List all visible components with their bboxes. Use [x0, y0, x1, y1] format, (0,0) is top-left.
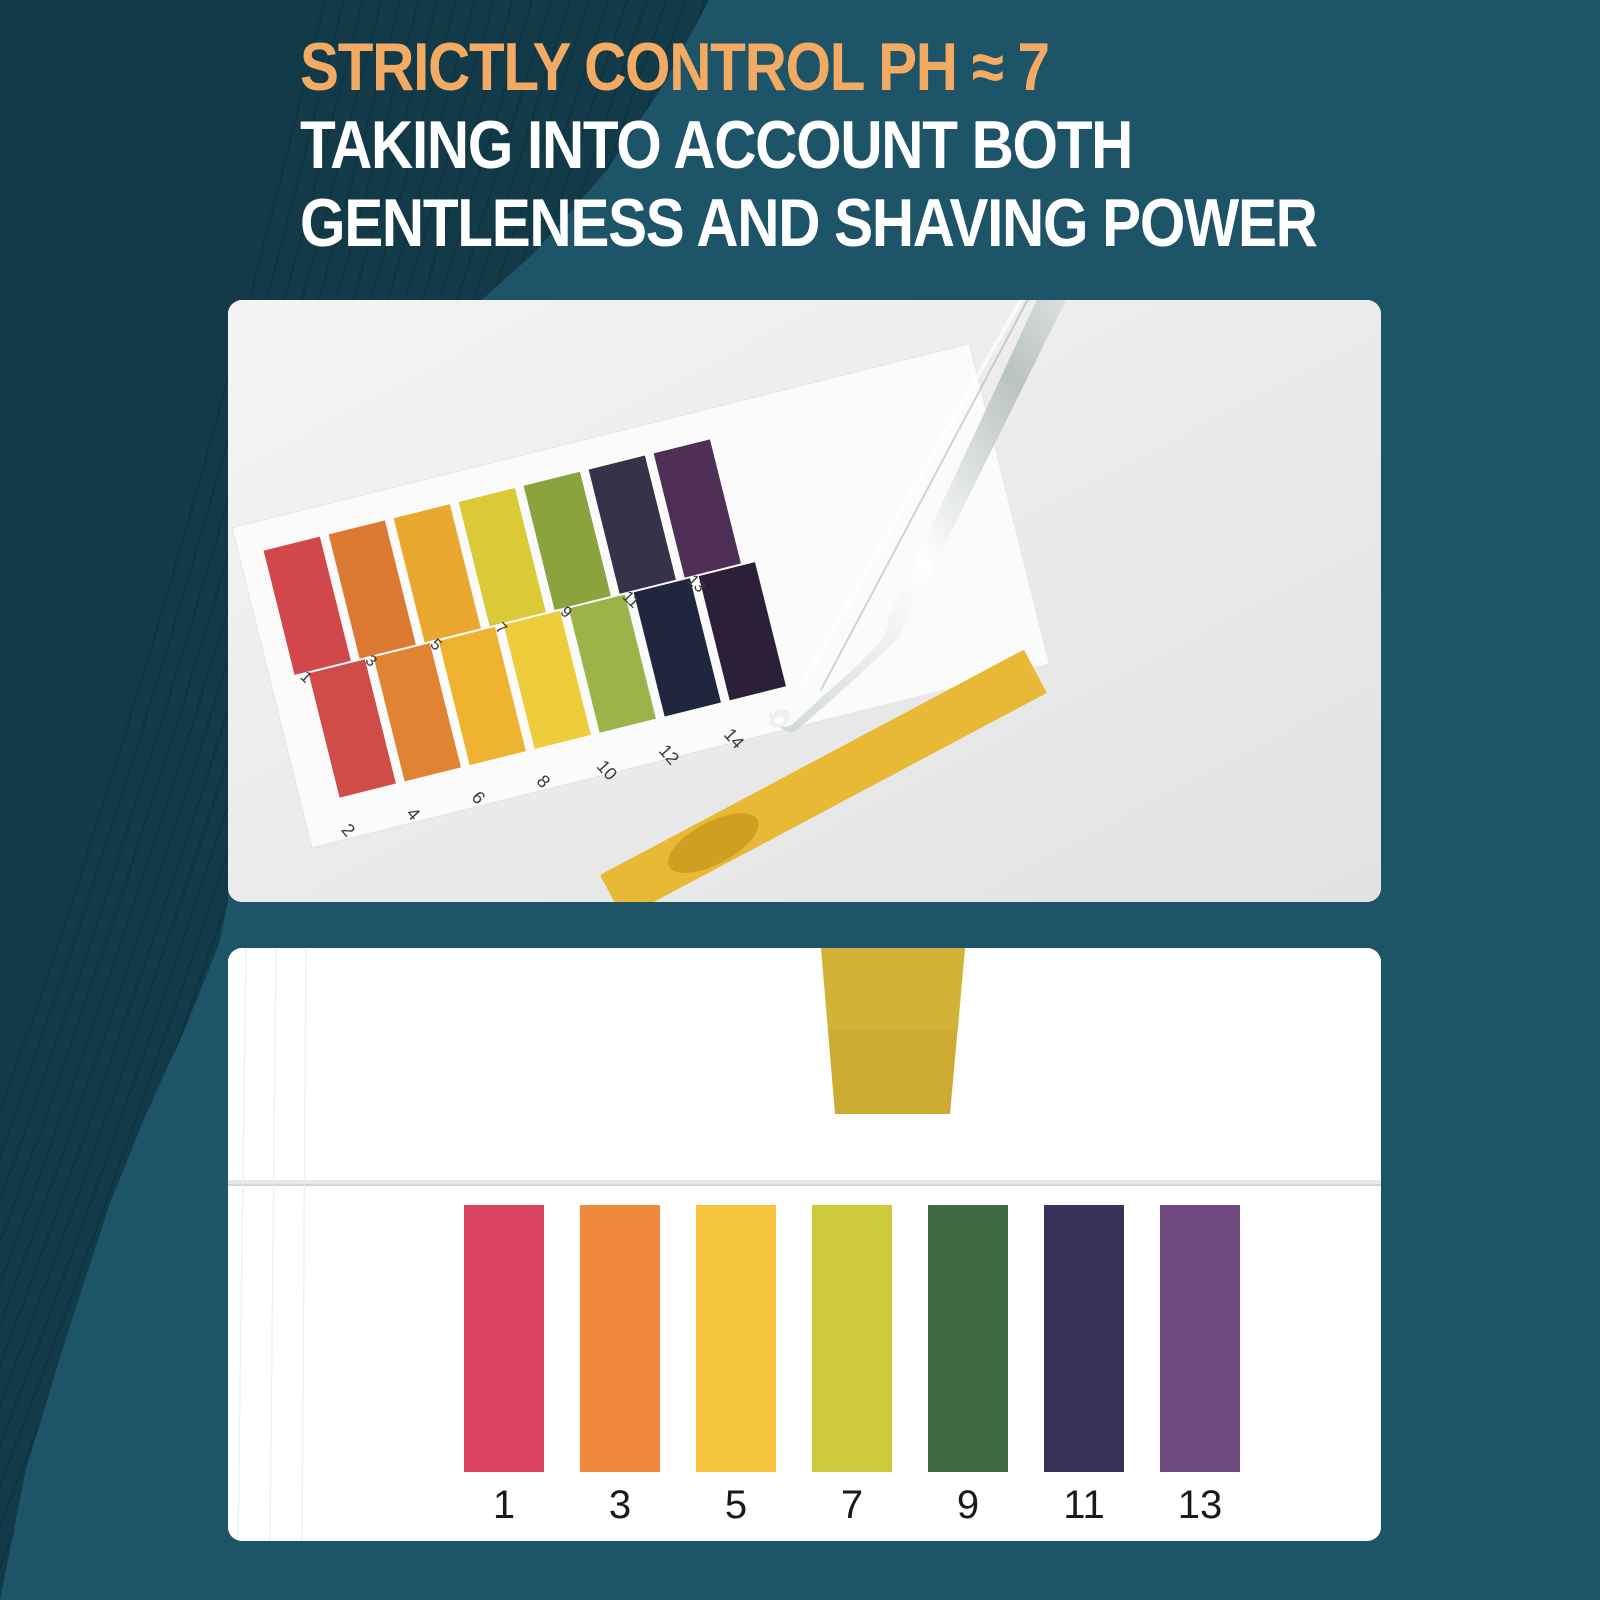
svg-text:7: 7	[841, 1483, 863, 1527]
svg-text:1: 1	[493, 1483, 515, 1527]
svg-text:3: 3	[609, 1483, 631, 1527]
svg-text:9: 9	[957, 1483, 979, 1527]
svg-text:11: 11	[1063, 1483, 1105, 1527]
svg-text:5: 5	[725, 1483, 747, 1527]
svg-text:13: 13	[1178, 1483, 1223, 1527]
